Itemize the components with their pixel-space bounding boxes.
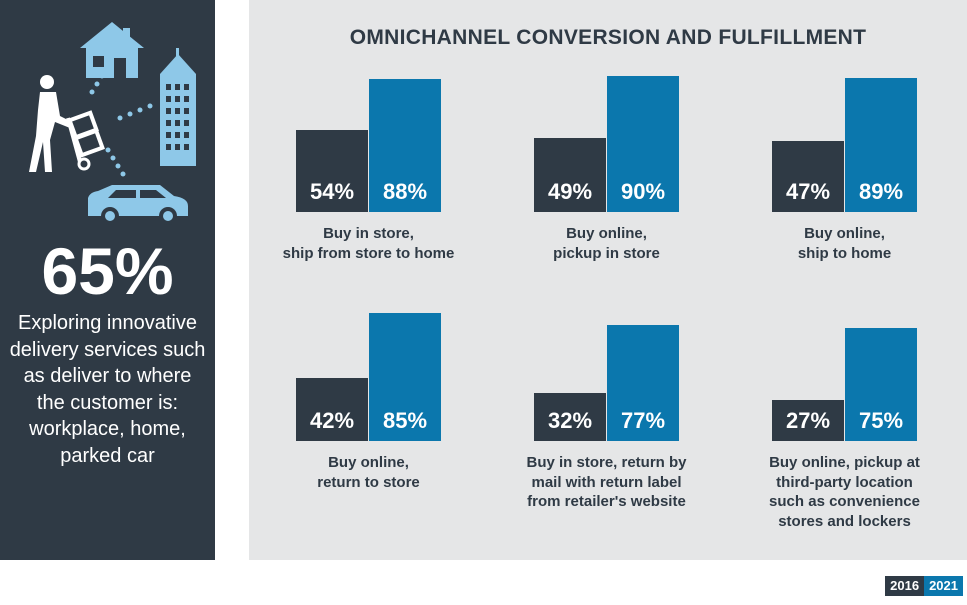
bar-2016-group-4 [296,378,368,441]
bar-2016-group-2 [534,138,606,212]
category-label-4: Buy online, return to store [317,454,420,491]
chart-title: OMNICHANNEL CONVERSION AND FULFILLMENT [349,26,867,49]
data-label-2021-group-6: 75% [858,408,904,433]
data-label-2016-group-3: 47% [785,179,831,204]
category-label-2: Buy online, pickup in store [553,225,660,262]
category-label-5: Buy in store, return by mail with return… [526,454,687,510]
bar-2021-group-2 [607,76,679,212]
data-label-2016-group-2: 49% [547,179,593,204]
data-label-2016-group-5: 32% [547,408,593,433]
connector-dots [89,73,153,177]
bar-2016-group-3 [772,141,844,212]
bar-2016-group-5 [534,393,606,441]
data-label-2016-group-6: 27% [785,408,831,433]
data-label-2016-group-4: 42% [309,408,355,433]
data-label-2021-group-1: 88% [382,179,428,204]
legend-item-2016: 2016 [885,576,925,596]
bar-2021-group-5 [607,325,679,441]
headline-stat: 65% [41,234,174,308]
bar-2016-group-6 [772,400,844,441]
building-icon [160,48,196,166]
data-label-2016-group-1: 54% [309,179,355,204]
bar-2021-group-3 [845,78,917,212]
bar-2021-group-4 [369,313,441,441]
data-label-2021-group-3: 89% [858,179,904,204]
category-label-1: Buy in store, ship from store to home [282,225,455,262]
data-label-2021-group-2: 90% [620,179,666,204]
house-icon [80,22,144,78]
bar-2016-group-1 [296,130,368,212]
category-label-6: Buy online, pickup at third-party locati… [769,454,920,530]
data-label-2021-group-4: 85% [382,408,428,433]
legend-item-2021: 2021 [924,576,963,596]
chart-legend: 2016 2021 [885,576,963,596]
car-icon [88,185,188,225]
delivery-person-icon [29,75,105,172]
bar-2021-group-6 [845,328,917,441]
headline-stat-caption: Exploring innovative delivery services s… [9,312,206,467]
category-label-3: Buy online, ship to home [797,225,892,262]
bar-2021-group-1 [369,79,441,212]
data-label-2021-group-5: 77% [620,408,666,433]
delivery-illustration [29,22,196,225]
